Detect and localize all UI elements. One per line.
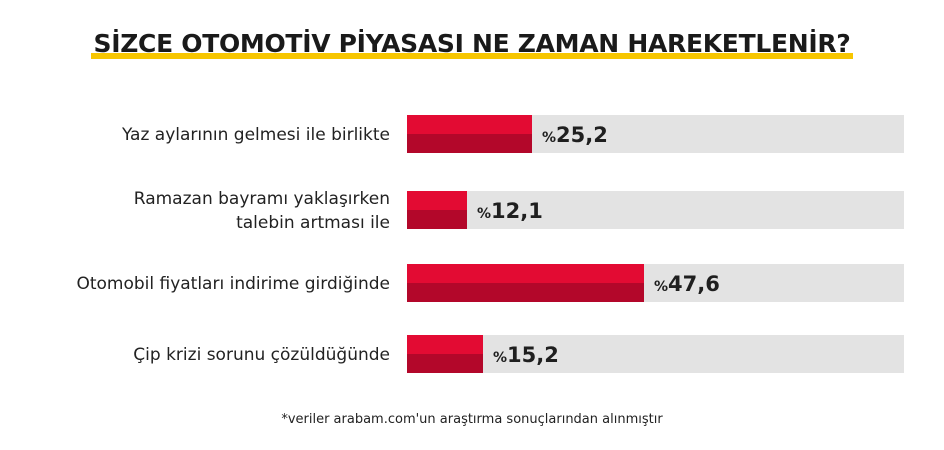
bar-track bbox=[407, 335, 904, 373]
value-label: %47,6 bbox=[654, 272, 720, 296]
bar-bottom-half bbox=[407, 210, 467, 229]
category-label: Ramazan bayramı yaklaşırken talebin artma… bbox=[134, 189, 390, 233]
bar-track bbox=[407, 191, 904, 229]
category-label: Yaz aylarının gelmesi ile birlikte bbox=[121, 125, 390, 145]
value-label: %12,1 bbox=[477, 199, 543, 223]
value-label: %25,2 bbox=[542, 123, 608, 147]
bar-top-half bbox=[407, 335, 483, 354]
title-container: SİZCE OTOMOTİV PİYASASI NE ZAMAN HAREKET… bbox=[0, 28, 944, 60]
chart-title: SİZCE OTOMOTİV PİYASASI NE ZAMAN HAREKET… bbox=[91, 28, 853, 60]
bar-bottom-half bbox=[407, 354, 483, 373]
value-label: %15,2 bbox=[493, 343, 559, 367]
bar-top-half bbox=[407, 191, 467, 210]
footnote: *veriler arabam.com'un araştırma sonuçla… bbox=[281, 412, 663, 427]
bar-bottom-half bbox=[407, 134, 532, 153]
category-label: Otomobil fiyatları indirime girdiğinde bbox=[76, 274, 390, 294]
bar-top-half bbox=[407, 264, 644, 283]
bar-bottom-half bbox=[407, 283, 644, 302]
bar-top-half bbox=[407, 115, 532, 134]
category-label: Çip krizi sorunu çözüldüğünde bbox=[133, 345, 390, 365]
